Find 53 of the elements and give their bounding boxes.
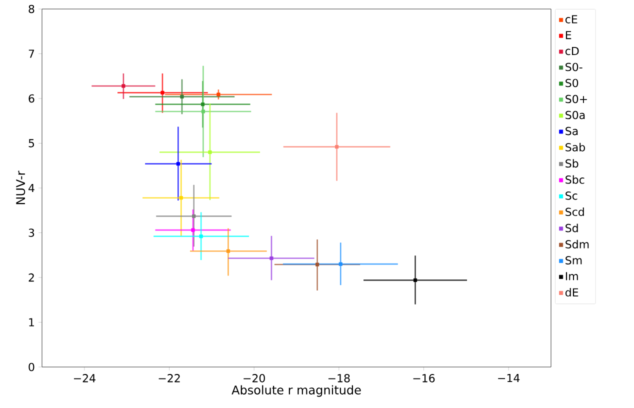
point: [160, 90, 164, 94]
point: [335, 145, 339, 149]
legend-label: cE: [565, 15, 578, 24]
x-tick-label: −24: [74, 374, 96, 382]
legend-label: cD: [565, 46, 579, 56]
point: [179, 196, 183, 200]
x-axis-title: Absolute r magnitude: [232, 385, 361, 397]
point: [208, 150, 212, 154]
legend-label: Sbc: [566, 175, 584, 184]
legend-label: Sb: [566, 159, 578, 168]
point: [122, 84, 126, 88]
legend-label: dE: [565, 288, 578, 297]
y-tick-label: 4: [28, 184, 34, 192]
legend-label: S0a: [566, 110, 585, 120]
legend-label: Sdm: [566, 240, 589, 248]
x-tick-label: −14: [498, 374, 520, 382]
y-tick-label: 7: [28, 50, 34, 58]
point: [191, 228, 195, 232]
point: [216, 92, 220, 96]
point: [201, 110, 205, 114]
legend-label: Sm: [566, 256, 582, 264]
point: [338, 262, 342, 266]
point: [270, 256, 274, 260]
x-tick-label: −18: [328, 374, 350, 382]
point: [192, 214, 196, 218]
legend-label: Sc: [566, 192, 578, 200]
legend-label: S0-: [566, 62, 582, 72]
y-tick-label: 8: [28, 4, 34, 14]
x-tick-label: −22: [158, 374, 180, 382]
point: [180, 94, 184, 99]
point: [176, 162, 180, 166]
y-tick-label: 0: [28, 362, 34, 372]
point: [226, 249, 230, 253]
y-axis-title: NUV-r: [16, 170, 26, 204]
x-tick-label: −20: [244, 374, 265, 382]
y-tick-label: 6: [28, 94, 34, 103]
point: [200, 102, 205, 106]
x-tick-label: −16: [413, 374, 435, 382]
legend-label: Im: [566, 272, 578, 280]
legend-label: Sab: [566, 142, 585, 152]
y-tick-label: 1: [29, 318, 34, 326]
legend-label: S0: [566, 78, 578, 88]
point: [315, 262, 320, 266]
legend-label: Sd: [566, 224, 578, 232]
y-tick-label: 5: [28, 139, 34, 148]
y-tick-label: 3: [28, 228, 34, 237]
point: [413, 278, 418, 282]
point: [199, 234, 203, 238]
legend-label: Scd: [566, 208, 584, 216]
legend-label: Sa: [566, 126, 578, 136]
legend-label: E: [566, 31, 572, 40]
legend-label: S0+: [566, 94, 587, 104]
y-tick-label: 2: [28, 273, 34, 282]
